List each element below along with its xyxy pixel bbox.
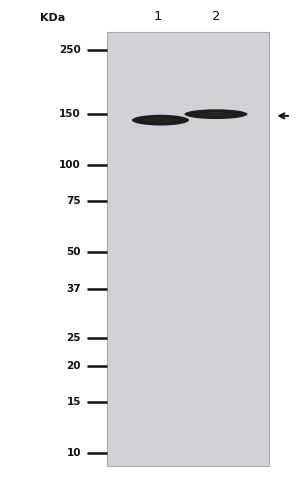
Text: 37: 37 bbox=[66, 284, 81, 294]
Ellipse shape bbox=[132, 115, 189, 125]
Text: 150: 150 bbox=[59, 109, 81, 119]
Text: 50: 50 bbox=[67, 246, 81, 257]
Text: 100: 100 bbox=[59, 160, 81, 170]
Text: 25: 25 bbox=[67, 333, 81, 343]
Ellipse shape bbox=[197, 112, 235, 116]
Text: 20: 20 bbox=[67, 361, 81, 371]
Text: 15: 15 bbox=[67, 397, 81, 407]
Ellipse shape bbox=[184, 109, 248, 119]
Text: KDa: KDa bbox=[40, 14, 65, 23]
Text: 10: 10 bbox=[67, 448, 81, 458]
Ellipse shape bbox=[143, 118, 178, 122]
Text: 1: 1 bbox=[153, 10, 162, 23]
Bar bbox=[106, 32, 268, 466]
Text: 250: 250 bbox=[59, 45, 81, 55]
Text: 2: 2 bbox=[212, 10, 220, 23]
Text: 75: 75 bbox=[66, 196, 81, 206]
